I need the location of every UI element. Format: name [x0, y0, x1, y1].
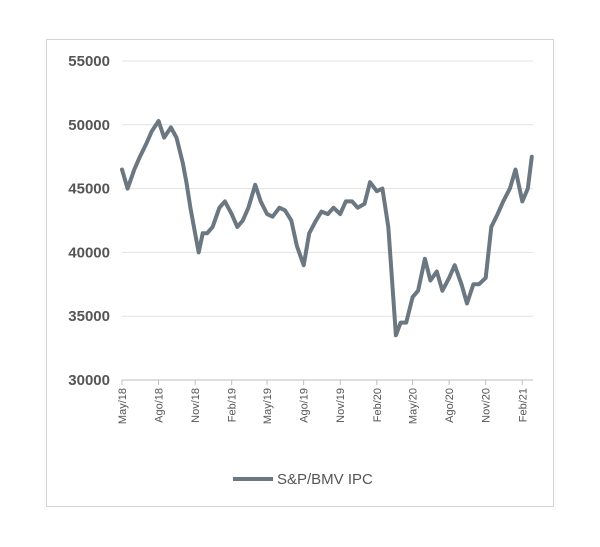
x-tick-label: Feb/21 — [517, 388, 529, 422]
y-tick-label: 50000 — [68, 117, 110, 134]
x-tick-label: Feb/20 — [372, 388, 384, 422]
y-tick-label: 55000 — [68, 53, 110, 70]
series-layer — [120, 119, 534, 338]
x-tick-label: Ago/19 — [299, 388, 311, 423]
legend: S&P/BMV IPC — [233, 471, 373, 488]
x-tick-label: May/19 — [262, 388, 274, 424]
x-tick-label: Feb/19 — [227, 388, 239, 422]
y-axis-ticks: 55000 50000 45000 40000 35000 30000 — [68, 53, 110, 389]
chart-frame: 55000 50000 45000 40000 35000 30000 May/18 Ago… — [46, 39, 554, 507]
y-tick-label: 35000 — [68, 308, 110, 325]
x-tick-label: Nov/20 — [481, 388, 493, 423]
y-tick-label: 30000 — [68, 372, 110, 389]
line-chart: 55000 50000 45000 40000 35000 30000 May/18 Ago… — [68, 53, 534, 488]
x-tick-label: Nov/19 — [335, 388, 347, 423]
y-tick-label: 45000 — [68, 181, 110, 198]
x-tick-label: Ago/18 — [154, 388, 166, 423]
y-tick-label: 40000 — [68, 244, 110, 261]
x-tick-label: Ago/20 — [444, 388, 456, 423]
x-tick-label: Nov/18 — [190, 388, 202, 423]
series-line-sp-bmv-ipc — [120, 119, 534, 338]
x-tick-label: May/18 — [117, 388, 129, 424]
legend-label: S&P/BMV IPC — [277, 471, 373, 488]
x-tick-label: May/20 — [408, 388, 420, 424]
x-axis-ticks: May/18 Ago/18 Nov/18 Feb/19 May/19 Ago/19 Nov/… — [117, 380, 529, 424]
gridlines — [122, 60, 533, 317]
